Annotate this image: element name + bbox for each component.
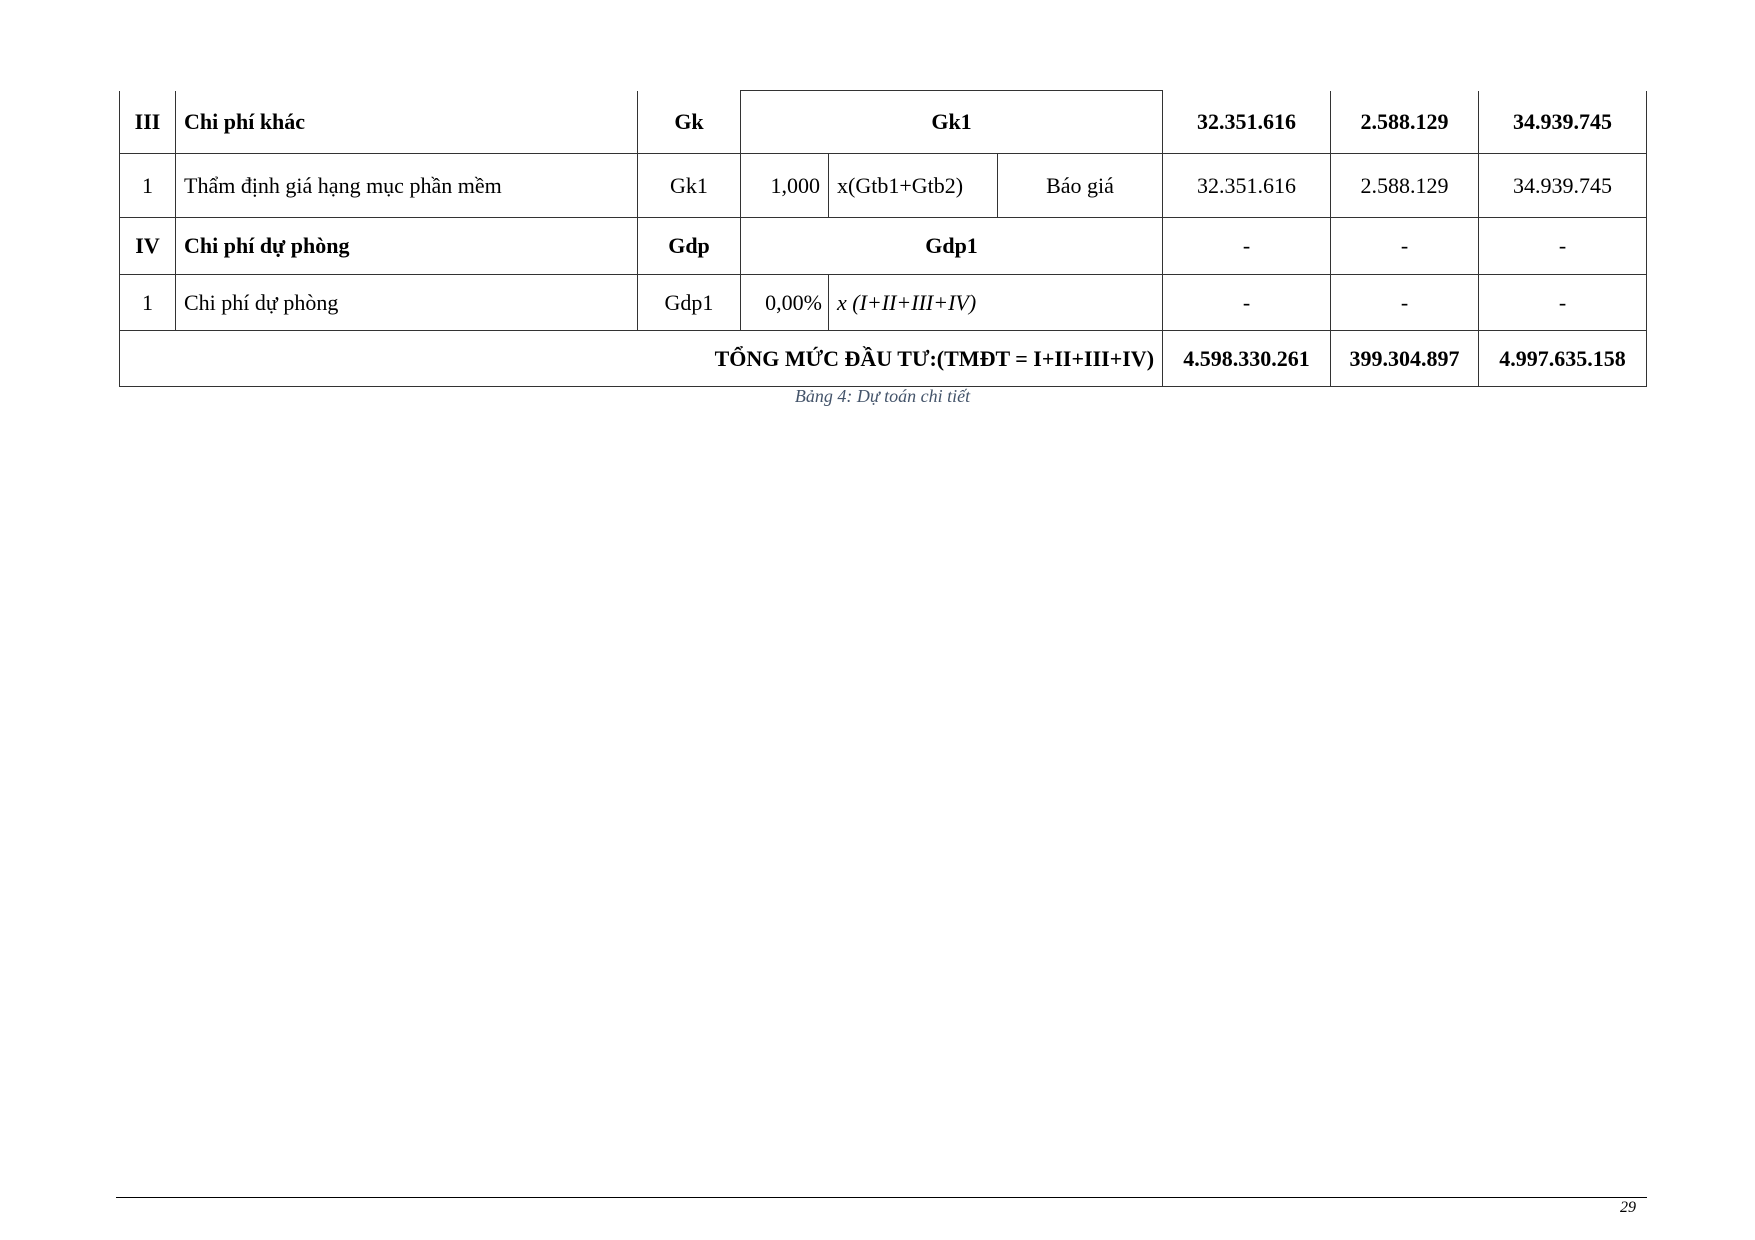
total-row: TỔNG MỨC ĐẦU TƯ:(TMĐT = I+II+III+IV) 4.5… — [118, 330, 1648, 387]
rate-cell: 0,00% — [740, 274, 829, 331]
vat-cell: 2.588.129 — [1330, 90, 1480, 154]
code-cell: Gdp1 — [637, 274, 741, 331]
pre-tax-cell: 32.351.616 — [1162, 90, 1332, 154]
table-row: 1 Thẩm định giá hạng mục phần mềm Gk1 1,… — [119, 153, 1648, 218]
total-cell: 34.939.745 — [1478, 153, 1648, 218]
total-label: TỔNG MỨC ĐẦU TƯ:(TMĐT = I+II+III+IV) — [118, 330, 1164, 387]
code-cell: Gdp — [637, 217, 741, 275]
pre-tax-cell: - — [1162, 274, 1332, 331]
footer-divider — [116, 1197, 1647, 1198]
expr-cell: x(Gtb1+Gtb2) — [828, 153, 998, 218]
formula-cell: Gdp1 — [739, 217, 1164, 275]
vat-cell: - — [1330, 274, 1480, 331]
table-row: 1 Chi phí dự phòng Gdp1 0,00% x (I+II+II… — [119, 274, 1648, 331]
vat-cell: - — [1330, 217, 1480, 275]
cost-estimate-table: III Chi phí khác Gk Gk1 32.351.616 2.588… — [118, 90, 1648, 387]
total-cell: - — [1478, 217, 1648, 275]
stt-cell: 1 — [119, 274, 176, 331]
name-cell: Chi phí dự phòng — [175, 274, 638, 331]
total-vat: 399.304.897 — [1330, 330, 1480, 387]
formula-cell: Gk1 — [739, 90, 1164, 154]
table-row: IV Chi phí dự phòng Gdp Gdp1 - - - — [119, 217, 1648, 275]
pre-tax-cell: 32.351.616 — [1162, 153, 1332, 218]
table-caption: Bảng 4: Dự toán chi tiết — [794, 386, 971, 406]
expr-cell: x (I+II+III+IV) — [827, 274, 1164, 331]
total-cell: 34.939.745 — [1478, 90, 1648, 154]
rate-cell: 1,000 — [740, 153, 829, 218]
total-pre-tax: 4.598.330.261 — [1162, 330, 1332, 387]
code-cell: Gk1 — [637, 153, 741, 218]
stt-cell: 1 — [119, 153, 176, 218]
stt-cell: IV — [119, 217, 176, 275]
code-cell: Gk — [637, 90, 741, 154]
page-number: 29 — [1620, 1199, 1636, 1216]
total-cell: - — [1478, 274, 1648, 331]
basis-cell: Báo giá — [996, 153, 1164, 218]
pre-tax-cell: - — [1162, 217, 1332, 275]
name-cell: Thẩm định giá hạng mục phần mềm — [175, 153, 638, 218]
total-amount: 4.997.635.158 — [1478, 330, 1648, 387]
name-cell: Chi phí dự phòng — [175, 217, 638, 275]
name-cell: Chi phí khác — [175, 90, 638, 154]
stt-cell: III — [119, 90, 176, 154]
table-row: III Chi phí khác Gk Gk1 32.351.616 2.588… — [119, 90, 1648, 154]
vat-cell: 2.588.129 — [1330, 153, 1480, 218]
